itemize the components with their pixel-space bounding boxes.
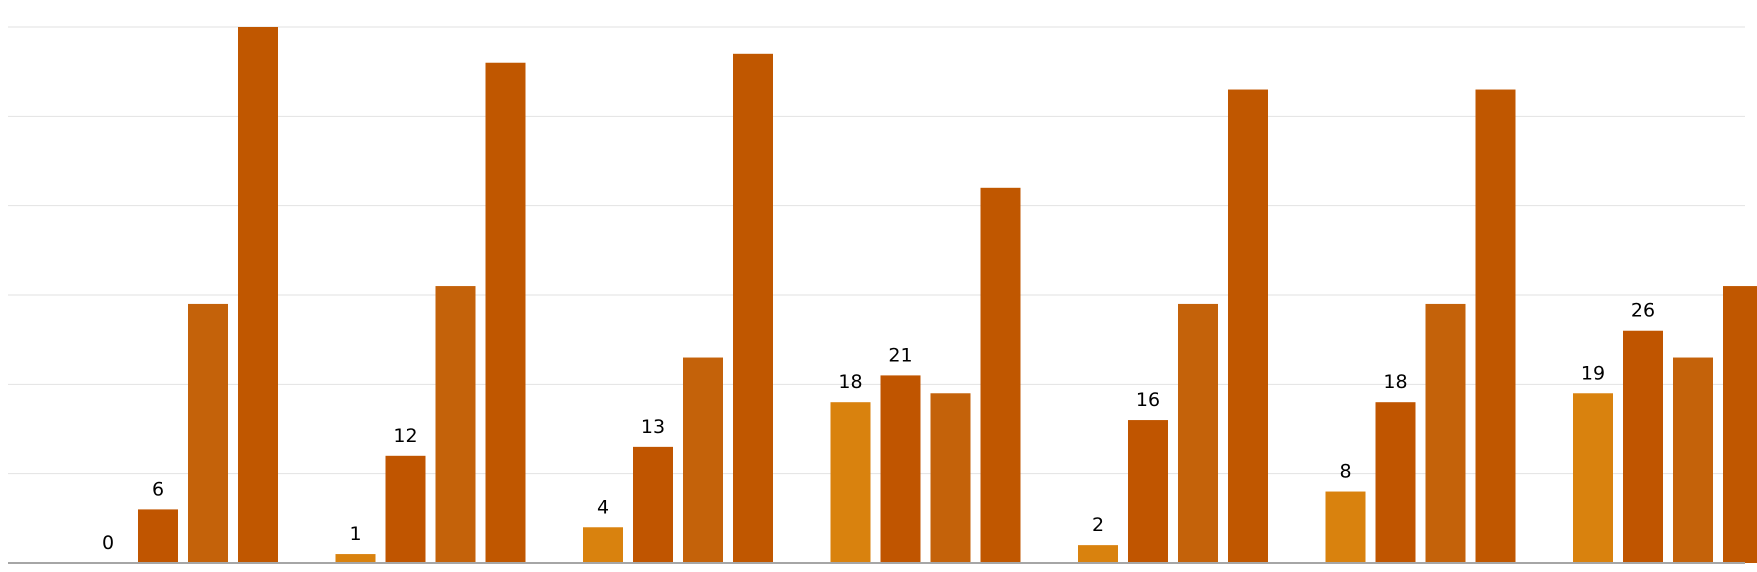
data-label: 19: [1581, 362, 1605, 384]
data-label: 12: [393, 425, 417, 447]
bar: [1128, 420, 1168, 563]
data-label: 0: [102, 532, 114, 554]
bar: [335, 554, 376, 563]
bar: [1425, 303, 1466, 563]
bar: [138, 509, 178, 563]
data-label: 8: [1339, 461, 1351, 483]
bar: [733, 53, 773, 564]
data-label: 1: [349, 523, 361, 545]
bar: [1178, 303, 1218, 563]
bar: [188, 303, 228, 563]
bar: [830, 402, 871, 563]
bar: [1723, 286, 1757, 563]
bar: [238, 27, 278, 563]
bar: [583, 527, 623, 563]
bars: [138, 27, 1757, 564]
bar: [385, 455, 426, 563]
data-label: 13: [641, 416, 665, 438]
data-label: 4: [597, 496, 609, 518]
data-label: 21: [888, 344, 912, 366]
bar: [1573, 393, 1613, 563]
bar: [435, 286, 476, 563]
bar: [930, 393, 971, 563]
data-label: 6: [152, 478, 164, 500]
data-labels: 0 6 1 12 4 13 18 21 2 16 8 18 19 26: [102, 300, 1655, 554]
bar: [1673, 357, 1713, 563]
data-label: 18: [838, 371, 862, 393]
bar: [1228, 89, 1268, 564]
bar: [1375, 402, 1416, 563]
bar: [1475, 89, 1516, 564]
data-label: 16: [1136, 389, 1160, 411]
bar: [980, 187, 1021, 564]
bar: [485, 62, 526, 563]
bar: [1325, 491, 1366, 563]
bar: [1623, 330, 1663, 563]
bar: [633, 446, 673, 563]
data-label: 18: [1383, 371, 1407, 393]
data-label: 2: [1092, 514, 1104, 536]
data-label: 26: [1631, 300, 1655, 322]
bar: [1078, 545, 1118, 563]
bar: [683, 357, 723, 563]
bar: [880, 375, 921, 563]
